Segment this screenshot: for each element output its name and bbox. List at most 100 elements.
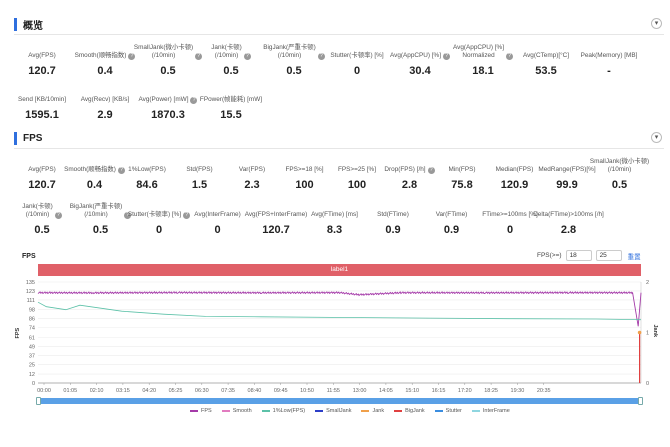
metric-card: SmallJank(微小卡顿) (/10min) 0.5 bbox=[585, 158, 655, 191]
fps-filter-max-input[interactable]: 25 bbox=[595, 250, 622, 261]
metric-card: Smooth(顺畅指数)? 0.4 bbox=[60, 158, 130, 191]
metric-label-text: FPower(帧能耗) [mW] bbox=[199, 96, 263, 103]
metric-value: 75.8 bbox=[451, 179, 473, 191]
help-icon[interactable]: ? bbox=[427, 167, 435, 174]
time-range-scrollbar[interactable] bbox=[36, 397, 643, 405]
legend-swatch bbox=[361, 410, 370, 412]
fps-series-line bbox=[37, 291, 642, 327]
legend-item[interactable]: FPS bbox=[190, 408, 212, 414]
help-icon[interactable]: ? bbox=[317, 53, 325, 60]
metric-value: 2.3 bbox=[244, 179, 260, 191]
x-tick-label: 04:20 bbox=[142, 388, 156, 394]
metric-card: Var(FPS) 2.3 bbox=[217, 158, 287, 191]
metric-value: 120.9 bbox=[500, 179, 529, 191]
metric-label: Var(FTime) bbox=[417, 203, 487, 219]
metric-card: Jank(卡顿) (/10min)? 0.5 bbox=[7, 203, 77, 236]
help-icon[interactable]: ? bbox=[443, 53, 451, 60]
y-tick-label: 111 bbox=[27, 298, 35, 304]
metric-label-text: Avg(FPS) bbox=[28, 52, 56, 59]
metric-value: 2.8 bbox=[560, 224, 577, 236]
metric-label: FPower(帧能耗) [mW] bbox=[196, 88, 266, 104]
metric-card: Avg(FPS) 120.7 bbox=[7, 158, 77, 191]
legend-item[interactable]: InterFrame bbox=[471, 408, 510, 414]
help-icon[interactable]: ? bbox=[54, 212, 62, 219]
y-tick-label: 61 bbox=[29, 335, 35, 341]
help-icon[interactable]: ? bbox=[117, 167, 125, 174]
legend-item[interactable]: Jank bbox=[361, 408, 384, 414]
help-icon[interactable]: ? bbox=[128, 53, 136, 60]
fps-section-collapse-icon[interactable]: ▾ bbox=[651, 132, 662, 143]
help-icon[interactable]: ? bbox=[506, 53, 514, 60]
legend-swatch bbox=[471, 410, 480, 412]
metric-label: 1%Low(FPS) bbox=[112, 158, 182, 174]
fps-section-header: FPS ▾ bbox=[14, 130, 664, 146]
metric-card: Avg(InterFrame) 0 bbox=[183, 203, 253, 236]
legend-item[interactable]: 1%Low(FPS) bbox=[261, 408, 306, 414]
range-start-handle[interactable] bbox=[36, 397, 41, 405]
legend-item[interactable]: Smooth bbox=[221, 408, 252, 414]
metric-label-text: BigJank(严重卡顿) (/10min) bbox=[69, 203, 123, 218]
metric-label-text: Avg(AppCPU) [%] bbox=[389, 52, 442, 59]
metric-card: Std(FTime) 0.9 bbox=[358, 203, 428, 236]
y-tick-label: 0 bbox=[32, 381, 35, 387]
y-tick-label: 12 bbox=[29, 372, 35, 378]
metric-card: Avg(Power) [mW]? 1870.3 bbox=[133, 88, 203, 121]
y-tick-label: 86 bbox=[29, 317, 35, 323]
legend-swatch bbox=[261, 410, 270, 412]
x-tick-label: 17:20 bbox=[458, 388, 472, 394]
metric-label: Stutter(卡顿率) [%] bbox=[322, 44, 392, 60]
x-tick-label: 00:00 bbox=[37, 388, 51, 394]
label-band[interactable]: label1 bbox=[38, 264, 641, 276]
y-tick-label: 25 bbox=[29, 362, 35, 368]
metric-card: Stutter(卡顿率) [%] 0 bbox=[322, 44, 392, 77]
metric-label-text: BigJank(严重卡顿) (/10min) bbox=[263, 44, 316, 59]
help-icon[interactable]: ? bbox=[195, 53, 203, 60]
x-tick-label: 13:00 bbox=[353, 388, 367, 394]
help-icon[interactable]: ? bbox=[190, 97, 198, 104]
metric-card: MedRange(FPS)[%] 99.9 bbox=[532, 158, 602, 191]
metric-label-text: Min(FPS) bbox=[448, 166, 476, 173]
metric-card: SmallJank(微小卡顿) (/10min)? 0.5 bbox=[133, 44, 203, 77]
metric-label: Avg(FPS+InterFrame) bbox=[241, 203, 311, 219]
legend-item[interactable]: BigJank bbox=[394, 408, 425, 414]
legend-label: Jank bbox=[372, 408, 385, 414]
metric-label: FPS>=18 [%] bbox=[270, 158, 340, 174]
x-tick-label: 18:25 bbox=[484, 388, 498, 394]
metric-value: - bbox=[607, 65, 611, 77]
reset-link[interactable]: 重置 bbox=[627, 253, 641, 261]
metric-card: Send [KB/10min] 1595.1 bbox=[7, 88, 77, 121]
y-tick-label: 74 bbox=[29, 326, 35, 332]
help-icon[interactable]: ? bbox=[243, 53, 251, 60]
y-tick-label: 49 bbox=[29, 344, 35, 350]
help-icon[interactable]: ? bbox=[183, 212, 191, 219]
metric-label: Avg(AppCPU) [%]? bbox=[385, 44, 455, 60]
fps-section-title: FPS bbox=[23, 132, 43, 144]
metric-value: 0 bbox=[214, 224, 221, 236]
section-accent-bar bbox=[14, 131, 17, 145]
metric-label-text: Send [KB/10min] bbox=[18, 96, 66, 103]
metric-label-text: Jank(卡顿) (/10min) bbox=[211, 44, 242, 59]
x-tick-label: 06:30 bbox=[195, 388, 209, 394]
overview-collapse-icon[interactable]: ▾ bbox=[651, 18, 662, 29]
metric-value: 0.5 bbox=[611, 179, 628, 191]
metric-value: 8.3 bbox=[326, 224, 343, 236]
x-tick-label: 16:15 bbox=[432, 388, 446, 394]
legend-label: Stutter bbox=[445, 408, 462, 414]
metric-card: Jank(卡顿) (/10min)? 0.5 bbox=[196, 44, 266, 77]
metric-label: Std(FTime) bbox=[358, 203, 428, 219]
metric-card: Var(FTime) 0.9 bbox=[417, 203, 487, 236]
legend-item[interactable]: Stutter bbox=[434, 408, 462, 414]
help-icon[interactable]: ? bbox=[124, 212, 132, 219]
fps-filter-min-input[interactable]: 18 bbox=[565, 250, 592, 261]
legend-item[interactable]: SmallJank bbox=[315, 408, 351, 414]
metric-label-text: Jank(卡顿) (/10min) bbox=[22, 203, 53, 218]
y-right-tick-label: 0 bbox=[646, 381, 649, 387]
metric-value: 0.9 bbox=[385, 224, 401, 236]
metric-label: Stutter(卡顿率) [%]? bbox=[124, 203, 194, 219]
metric-label-text: Avg(Power) [mW] bbox=[138, 96, 189, 103]
metric-value: 0.5 bbox=[34, 224, 50, 236]
range-end-handle[interactable] bbox=[638, 397, 643, 405]
legend-label: 1%Low(FPS) bbox=[272, 408, 306, 414]
metric-card: FPS>=25 [%] 100 bbox=[322, 158, 392, 191]
